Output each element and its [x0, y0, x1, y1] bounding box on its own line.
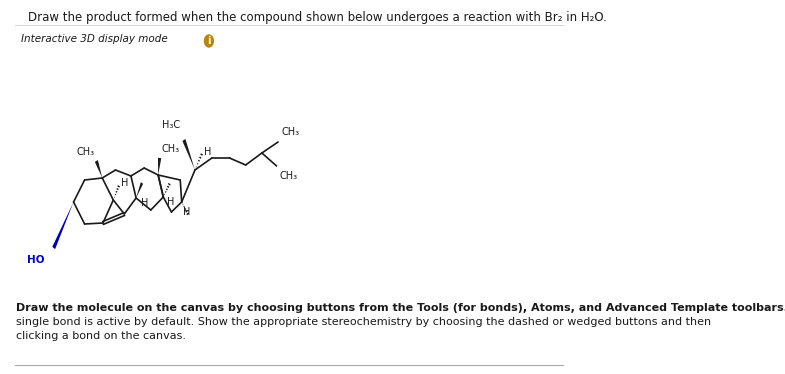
Polygon shape [136, 182, 143, 198]
Polygon shape [95, 160, 102, 178]
Text: CH₃: CH₃ [76, 147, 94, 157]
Text: H: H [167, 197, 174, 207]
Text: single bond is active by default. Show the appropriate stereochemistry by choosi: single bond is active by default. Show t… [16, 317, 711, 327]
Text: H: H [183, 207, 191, 217]
Text: HO: HO [27, 255, 45, 265]
Text: clicking a bond on the canvas.: clicking a bond on the canvas. [16, 331, 186, 341]
Text: H: H [141, 198, 148, 208]
Text: CH₃: CH₃ [161, 144, 179, 154]
Polygon shape [53, 202, 74, 249]
Text: H: H [204, 147, 212, 157]
Text: i: i [207, 36, 210, 46]
Text: Interactive 3D display mode: Interactive 3D display mode [20, 34, 167, 44]
Polygon shape [182, 139, 195, 170]
Text: CH₃: CH₃ [279, 171, 298, 181]
Text: Draw the product formed when the compound shown below undergoes a reaction with : Draw the product formed when the compoun… [28, 11, 607, 24]
Text: CH₃: CH₃ [281, 127, 299, 137]
Text: H₃C: H₃C [162, 120, 181, 130]
Text: H: H [121, 178, 128, 188]
Circle shape [205, 35, 214, 47]
Polygon shape [158, 158, 161, 175]
Text: Draw the molecule on the canvas by choosing buttons from the Tools (for bonds), : Draw the molecule on the canvas by choos… [16, 303, 785, 313]
